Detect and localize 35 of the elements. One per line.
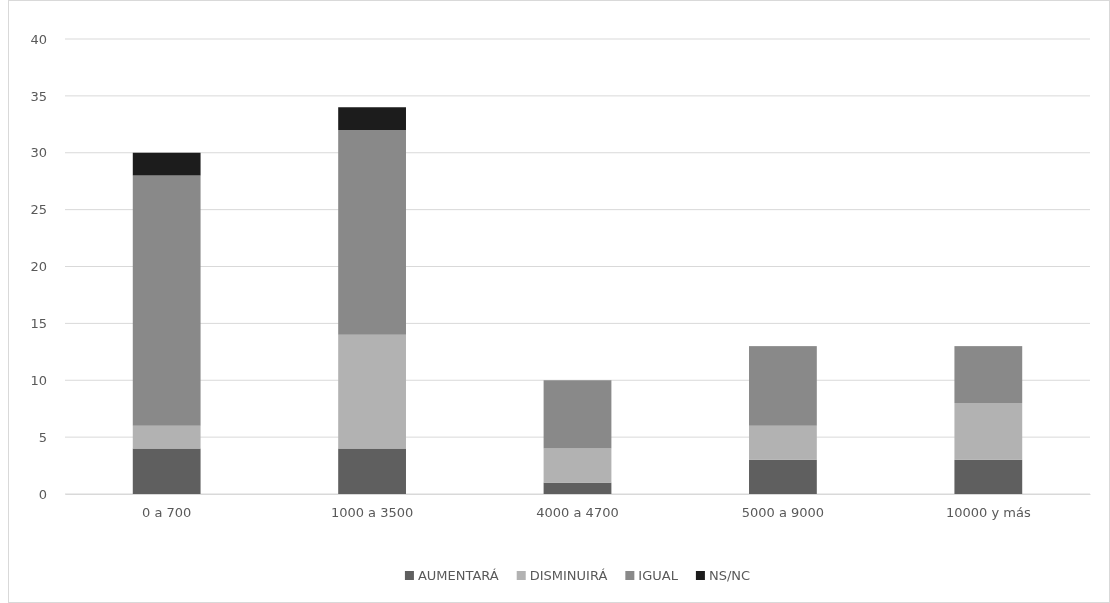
x-tick-label: 0 a 700 xyxy=(142,505,192,521)
bar xyxy=(338,107,406,130)
bar xyxy=(132,175,201,426)
bar xyxy=(543,380,612,449)
x-tick-label: 5000 a 9000 xyxy=(741,505,825,521)
legend-label: IGUAL xyxy=(638,568,679,583)
x-tick-label: 4000 a 4700 xyxy=(536,505,619,521)
x-tick-label: 1000 a 3500 xyxy=(330,505,414,521)
bar xyxy=(132,152,201,176)
bar xyxy=(749,425,817,460)
x-tick-label: 10000 y más xyxy=(945,505,1031,521)
bar xyxy=(338,334,406,449)
y-tick-label: 15 xyxy=(30,316,47,332)
y-tick-label: 25 xyxy=(30,202,47,218)
bar xyxy=(543,448,612,483)
y-tick-label: 5 xyxy=(38,429,47,445)
bar xyxy=(132,448,201,494)
y-tick-label: 35 xyxy=(30,88,47,104)
bar xyxy=(954,459,1023,494)
bar xyxy=(132,425,201,449)
legend-label: DISMINUIRÁ xyxy=(529,568,608,583)
legend-label: NS/NC xyxy=(708,568,751,583)
bar xyxy=(954,403,1023,460)
y-tick-label: 20 xyxy=(30,259,47,275)
y-tick-label: 40 xyxy=(30,31,47,47)
y-tick-label: 30 xyxy=(30,145,47,161)
bar xyxy=(543,482,612,494)
y-tick-label: 0 xyxy=(38,486,47,502)
legend-label: AUMENTARÁ xyxy=(417,568,499,583)
bar xyxy=(338,130,406,335)
bar xyxy=(954,346,1023,403)
bar xyxy=(338,448,406,494)
y-tick-label: 10 xyxy=(30,372,47,388)
bar xyxy=(749,459,817,494)
bar xyxy=(749,346,817,426)
